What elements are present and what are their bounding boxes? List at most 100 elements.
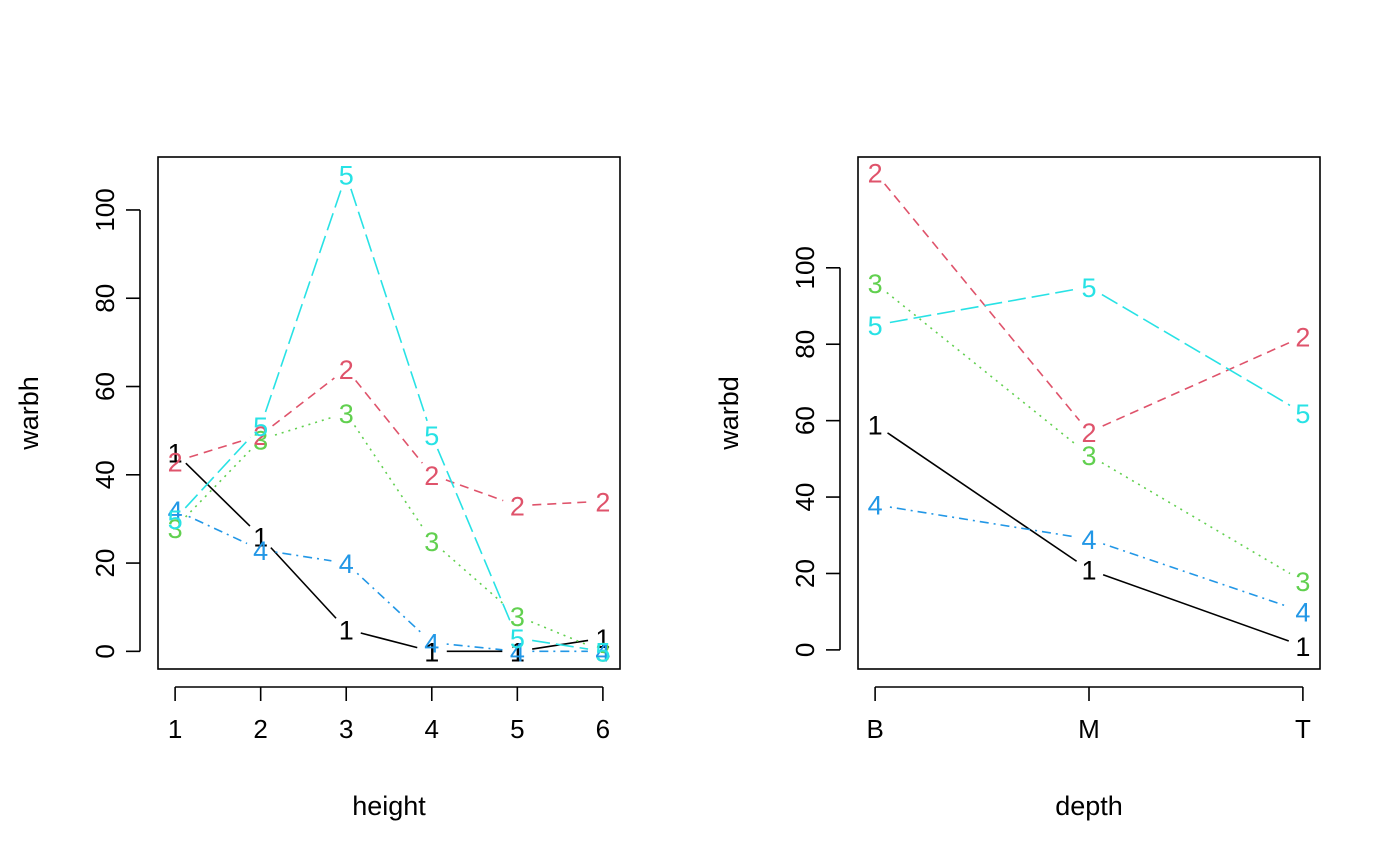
x-tick-label: 1 <box>168 714 182 744</box>
series-4: 4 4 4 <box>868 491 1311 628</box>
series-line-segment <box>889 288 1075 324</box>
y-tick-label: 20 <box>90 549 120 578</box>
x-axis-title: height <box>352 791 426 821</box>
series-line-segment <box>274 416 333 436</box>
x-tick-label: 5 <box>510 714 524 744</box>
plot-frame <box>857 156 1321 670</box>
series-1: 1 1 1 1 1 1 <box>168 439 611 668</box>
series-line-segment <box>1102 341 1290 427</box>
data-point-label: 1 <box>1295 632 1310 662</box>
series-line-segment <box>436 448 513 625</box>
data-point-label: 3 <box>424 527 439 557</box>
series-line-segment <box>360 632 418 649</box>
series-line-segment <box>1101 293 1291 407</box>
data-point-label: 5 <box>339 161 354 191</box>
x-axis-title: depth <box>1055 791 1123 821</box>
series-line-segment <box>189 438 247 458</box>
x-tick-label: B <box>866 714 883 744</box>
y-tick-label: 0 <box>90 644 120 658</box>
data-point-label: 2 <box>1081 418 1096 448</box>
series-line-segment <box>889 506 1075 538</box>
data-point-label: 2 <box>253 421 268 451</box>
series-line-segment <box>184 436 252 509</box>
data-point-label: 1 <box>339 615 354 645</box>
series-line-segment <box>356 572 422 633</box>
series-4: 4 4 4 4 4 4 <box>168 496 611 667</box>
series-line-segment <box>886 291 1078 447</box>
data-point-label: 4 <box>168 496 183 526</box>
series-2: 2 2 2 <box>868 158 1311 448</box>
data-point-label: 3 <box>595 637 610 667</box>
data-point-label: 3 <box>1081 441 1096 471</box>
data-point-label: 3 <box>510 602 525 632</box>
series-line-segment <box>442 550 507 607</box>
data-point-label: 1 <box>1081 556 1096 586</box>
data-point-label: 4 <box>253 536 268 566</box>
series-3: 3 3 3 3 3 3 <box>168 399 611 667</box>
data-point-label: 2 <box>510 492 525 522</box>
x-tick-label: 2 <box>253 714 267 744</box>
series-line-segment <box>264 188 343 413</box>
y-tick-label: 40 <box>90 460 120 489</box>
y-tick-label: 80 <box>790 330 820 359</box>
series-line-segment <box>188 515 248 545</box>
y-tick-label: 60 <box>790 406 820 435</box>
series-line-segment <box>275 551 332 562</box>
x-tick-label: 4 <box>425 714 439 744</box>
y-tick-label: 20 <box>790 559 820 588</box>
data-point-label: 3 <box>868 269 883 299</box>
y-axis-title: warbd <box>714 376 744 451</box>
y-axis-title: warbh <box>14 376 44 451</box>
data-point-label: 4 <box>595 637 610 667</box>
data-point-label: 5 <box>1295 399 1310 429</box>
series-line-segment <box>185 462 251 527</box>
series-2: 2 2 2 2 2 2 <box>168 355 611 522</box>
data-point-label: 4 <box>1081 525 1096 555</box>
series-line-segment <box>270 547 337 619</box>
data-point-label: 5 <box>595 637 610 667</box>
data-point-label: 3 <box>168 514 183 544</box>
y-tick-label: 40 <box>790 483 820 512</box>
series-line-segment <box>353 425 425 529</box>
data-point-label: 5 <box>253 412 268 442</box>
y-tick-label: 100 <box>90 188 120 231</box>
series-line-segment <box>1102 543 1289 608</box>
data-point-label: 2 <box>168 448 183 478</box>
series-line-segment <box>355 380 423 464</box>
data-point-label: 2 <box>339 355 354 385</box>
data-point-label: 3 <box>339 399 354 429</box>
data-point-label: 5 <box>424 421 439 451</box>
y-tick-label: 80 <box>90 284 120 313</box>
y-tick-label: 100 <box>790 246 820 289</box>
series-1: 1 1 1 <box>868 410 1311 662</box>
data-point-label: 2 <box>595 487 610 517</box>
data-point-label: 2 <box>424 461 439 491</box>
data-point-label: 5 <box>1081 273 1096 303</box>
x-tick-label: M <box>1078 714 1100 744</box>
data-point-label: 1 <box>424 637 439 667</box>
data-point-label: 1 <box>510 637 525 667</box>
series-line-segment <box>350 188 428 422</box>
data-point-label: 4 <box>1295 598 1310 628</box>
data-point-label: 2 <box>868 158 883 188</box>
series-line-segment <box>272 377 335 427</box>
series-line-segment <box>446 643 503 651</box>
series-line-segment <box>1101 461 1291 575</box>
series-line-segment <box>1102 573 1290 642</box>
data-point-label: 4 <box>424 629 439 659</box>
data-point-label: 1 <box>253 523 268 553</box>
series-line-segment <box>884 183 1081 422</box>
series-line-segment <box>184 449 251 518</box>
series-5: 5 5 5 5 5 5 <box>168 161 611 668</box>
data-point-label: 1 <box>868 410 883 440</box>
data-point-label: 5 <box>510 624 525 654</box>
x-tick-label: 6 <box>596 714 610 744</box>
y-tick-label: 60 <box>90 372 120 401</box>
plot-frame <box>157 156 621 670</box>
series-line-segment <box>532 639 589 650</box>
x-tick-label: 3 <box>339 714 353 744</box>
data-point-label: 4 <box>339 549 354 579</box>
